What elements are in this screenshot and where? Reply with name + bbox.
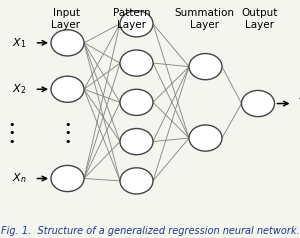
Text: Y: Y [298,97,300,110]
Text: •: • [64,137,71,147]
Circle shape [51,76,84,102]
Circle shape [242,90,274,117]
Text: •: • [9,128,15,138]
Circle shape [120,168,153,194]
Text: $X_n$: $X_n$ [12,172,26,185]
Circle shape [120,89,153,115]
Text: $X_2$: $X_2$ [12,82,26,96]
Circle shape [51,30,84,56]
Text: •: • [64,120,71,130]
Circle shape [120,50,153,76]
Text: •: • [64,128,71,138]
Text: Pattern
Layer: Pattern Layer [113,8,151,30]
Text: Summation
Layer: Summation Layer [174,8,234,30]
Text: •: • [9,120,15,130]
Circle shape [189,54,222,80]
Text: Output
Layer: Output Layer [241,8,278,30]
Circle shape [189,125,222,151]
Text: •: • [9,137,15,147]
Circle shape [120,129,153,155]
Circle shape [120,11,153,37]
Text: Input
Layer: Input Layer [52,8,80,30]
Circle shape [51,165,84,192]
Text: Fig. 1.  Structure of a generalized regression neural network.: Fig. 1. Structure of a generalized regre… [1,226,299,236]
Text: $X_1$: $X_1$ [12,36,26,50]
